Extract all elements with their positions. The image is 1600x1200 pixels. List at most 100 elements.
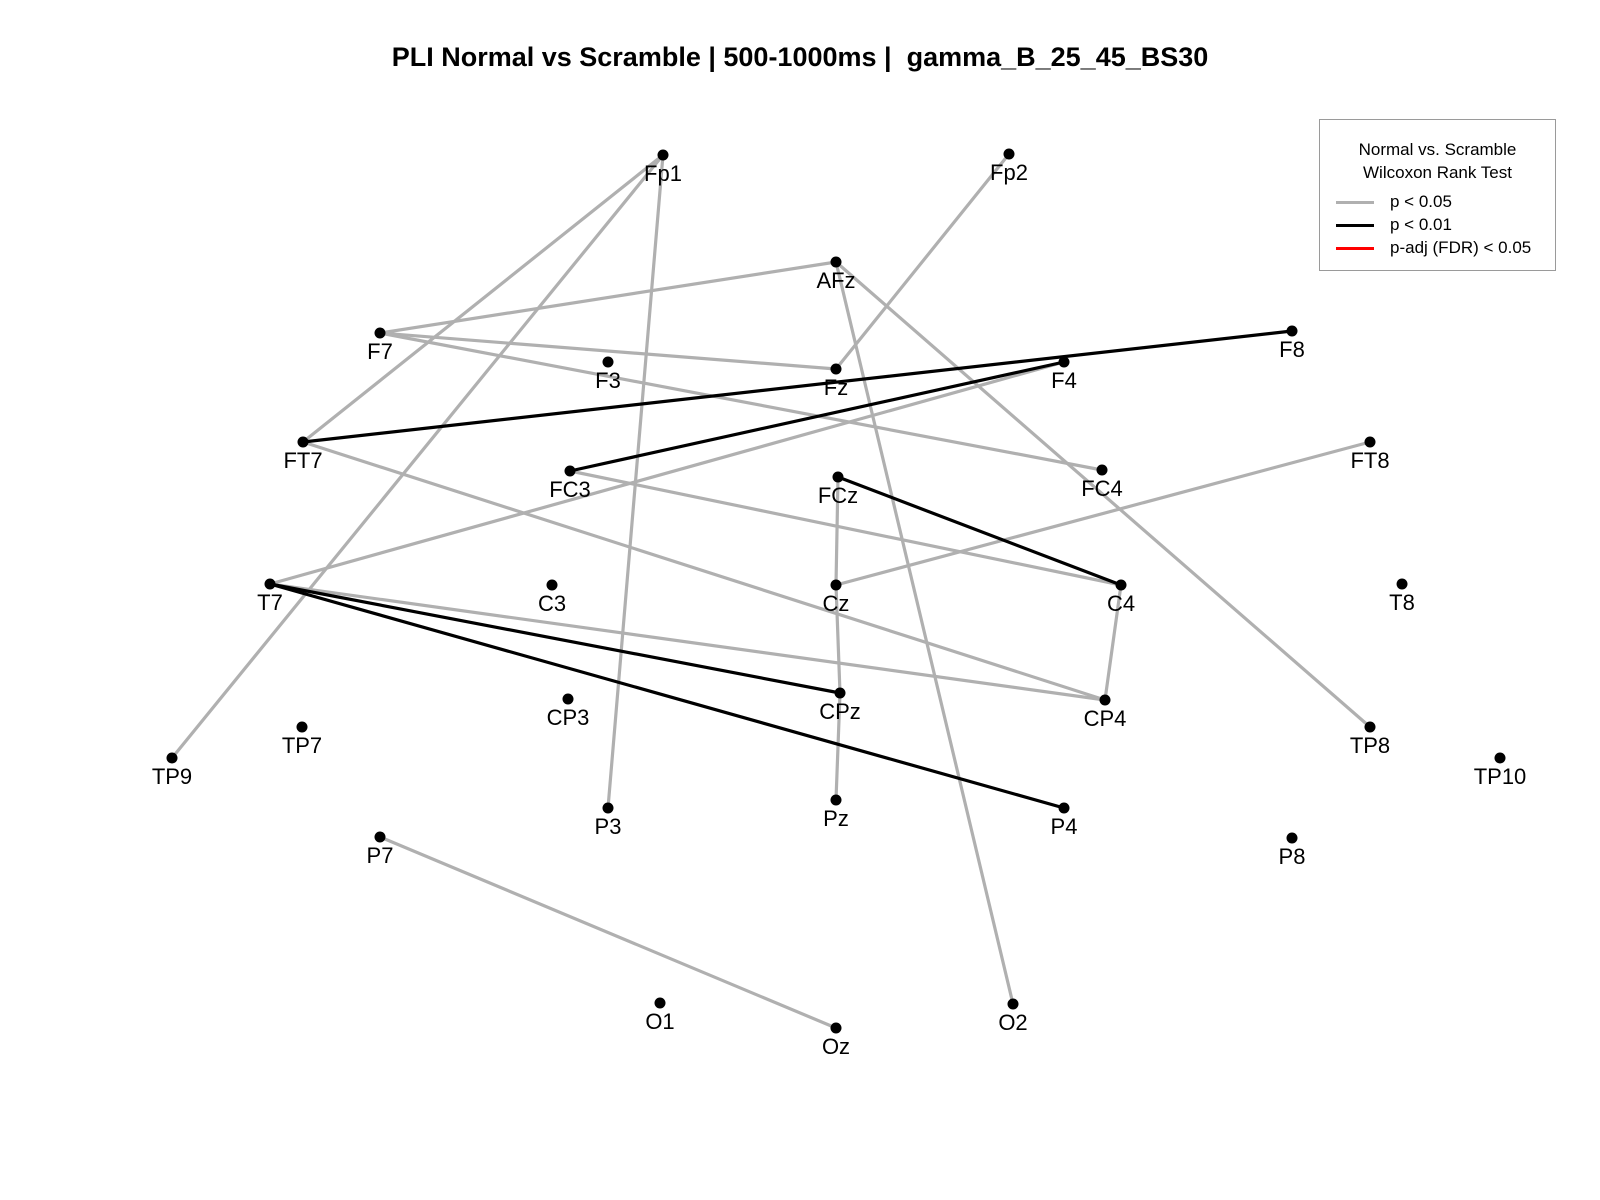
electrode-label: C3	[538, 591, 566, 616]
connection-FC3-C4	[568, 469, 1123, 587]
electrode-label: P4	[1051, 814, 1078, 839]
electrode-AFz: AFz	[816, 256, 856, 293]
connection-F4-T7	[268, 360, 1066, 586]
electrode-F3: F3	[595, 356, 621, 393]
electrode-dot	[1494, 752, 1506, 764]
legend-swatch-black	[1336, 224, 1374, 227]
connection-FCz-C4	[836, 475, 1123, 587]
electrode-F4: F4	[1051, 356, 1077, 393]
electrode-Fz: Fz	[824, 363, 848, 400]
electrode-label: P7	[367, 843, 394, 868]
electrode-FC3: FC3	[549, 465, 591, 502]
connection-AFz-TP8	[834, 260, 1372, 729]
electrode-label: CP4	[1084, 706, 1127, 731]
electrode-dot	[297, 436, 309, 448]
electrode-dot	[830, 1022, 842, 1034]
electrode-dot	[374, 831, 386, 843]
electrode-dot	[1115, 579, 1127, 591]
electrode-C3: C3	[538, 579, 566, 616]
electrode-label: F7	[367, 339, 393, 364]
legend-item-p05: p < 0.05	[1336, 192, 1551, 212]
figure-title: PLI Normal vs Scramble | 500-1000ms | ga…	[391, 42, 1209, 72]
electrode-dot	[546, 579, 558, 591]
electrode-label: FT8	[1350, 448, 1389, 473]
electrode-dot	[374, 327, 386, 339]
electrode-FT7: FT7	[283, 436, 323, 473]
electrode-label: Fp1	[644, 161, 682, 186]
electrode-T8: T8	[1389, 578, 1415, 615]
electrode-P8: P8	[1279, 832, 1306, 869]
legend-title-line2: Wilcoxon Rank Test	[1363, 163, 1512, 182]
electrode-label: FC3	[549, 477, 591, 502]
electrode-P3: P3	[595, 802, 622, 839]
electrode-O2: O2	[998, 998, 1028, 1035]
legend-title-line1: Normal vs. Scramble	[1358, 140, 1517, 159]
electrode-dot	[562, 693, 574, 705]
electrode-dot	[602, 356, 614, 368]
electrode-Fp1: Fp1	[644, 149, 682, 186]
electrode-label: CP3	[547, 705, 590, 730]
legend-label: p < 0.01	[1390, 215, 1452, 234]
connection-T7-P4	[268, 582, 1066, 810]
electrode-label: AFz	[816, 268, 855, 293]
connection-Fp1-TP9	[170, 153, 665, 760]
electrode-dot	[1058, 356, 1070, 368]
electrode-P4: P4	[1051, 802, 1078, 839]
connection-T7-CPz	[268, 582, 842, 695]
electrode-dot	[654, 997, 666, 1009]
electrode-dot	[564, 465, 576, 477]
electrode-dot	[264, 578, 276, 590]
electrode-label: TP8	[1350, 733, 1390, 758]
electrode-dot	[834, 687, 846, 699]
electrode-label: Oz	[822, 1034, 850, 1059]
legend-box: Normal vs. Scramble Wilcoxon Rank Test p…	[1319, 119, 1556, 271]
electrode-TP10: TP10	[1474, 752, 1526, 789]
electrode-label: CPz	[819, 699, 861, 724]
electrode-label: Fz	[824, 375, 848, 400]
electrode-dot	[830, 794, 842, 806]
electrode-dot	[1003, 148, 1015, 160]
legend-label: p < 0.05	[1390, 192, 1452, 211]
connection-AFz-O2	[834, 260, 1015, 1006]
connection-FT7-CP4	[301, 440, 1107, 702]
electrode-label: T8	[1389, 590, 1415, 615]
legend-swatch-gray	[1336, 201, 1374, 204]
electrode-label: P3	[595, 814, 622, 839]
electrode-P7: P7	[367, 831, 394, 868]
electrode-label: O2	[998, 1010, 1027, 1035]
electrode-dot	[1364, 436, 1376, 448]
connection-C4-CP4	[1103, 583, 1123, 702]
electrode-F7: F7	[367, 327, 393, 364]
electrode-label: P8	[1279, 844, 1306, 869]
connection-AFz-F7	[378, 260, 838, 335]
electrode-dot	[1364, 721, 1376, 733]
connection-FC3-F4	[568, 360, 1066, 473]
electrode-F8: F8	[1279, 325, 1305, 362]
electrode-label: Fp2	[990, 160, 1028, 185]
electrode-dot	[1099, 694, 1111, 706]
connection-Fp1-FT7	[301, 153, 665, 444]
electrode-O1: O1	[645, 997, 675, 1034]
electrode-dot	[1396, 578, 1408, 590]
electrode-label: FCz	[818, 483, 858, 508]
connection-FCz-Cz	[834, 475, 840, 587]
electrode-label: TP9	[152, 764, 192, 789]
electrode-label: T7	[257, 590, 283, 615]
electrode-dot	[832, 471, 844, 483]
electrode-label: FC4	[1081, 476, 1123, 501]
electrode-CP3: CP3	[547, 693, 590, 730]
legend-label: p-adj (FDR) < 0.05	[1390, 238, 1532, 257]
connection-Fp2-Fz	[834, 152, 1011, 371]
electrode-dot	[166, 752, 178, 764]
electrode-CP4: CP4	[1084, 694, 1127, 731]
electrode-Oz: Oz	[822, 1022, 850, 1059]
electrode-label: Pz	[823, 806, 849, 831]
electrode-FCz: FCz	[818, 471, 858, 508]
electrode-Cz: Cz	[823, 579, 849, 616]
electrode-CPz: CPz	[819, 687, 861, 724]
connection-P7-Oz	[378, 835, 838, 1030]
electrode-dot	[657, 149, 669, 161]
connection-F7-Fz	[378, 331, 838, 371]
legend-item-p01: p < 0.01	[1336, 215, 1551, 235]
connection-Cz-CPz	[834, 583, 842, 695]
